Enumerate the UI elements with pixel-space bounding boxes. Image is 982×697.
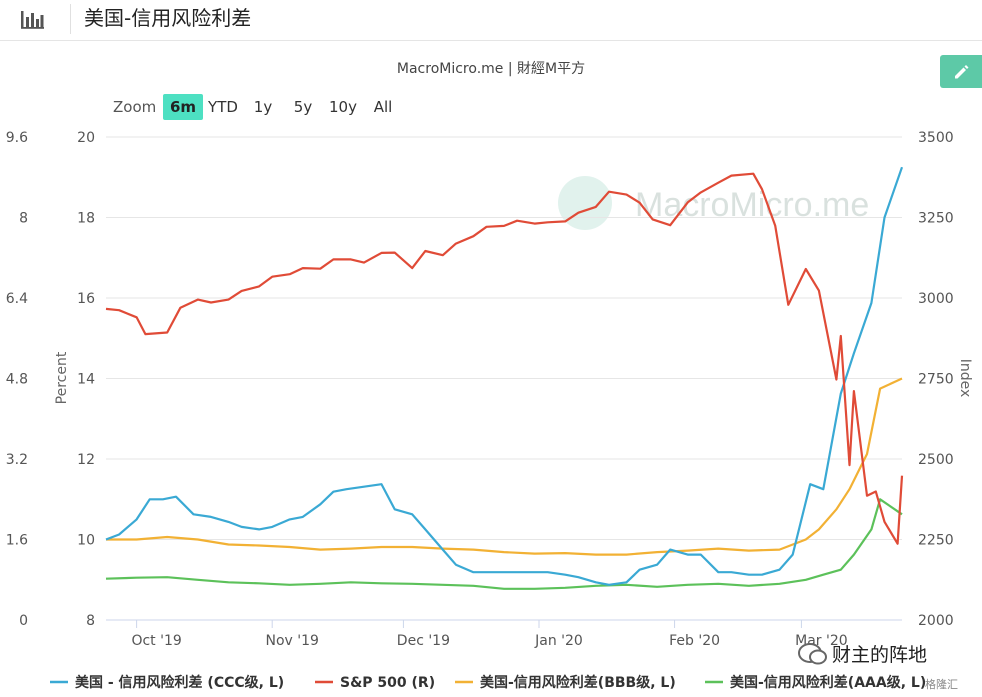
x-axis-tick-label: Dec '19	[397, 633, 450, 649]
bar-chart-icon[interactable]	[20, 8, 46, 30]
left-axis-2-tick: 14	[77, 372, 95, 388]
range-button-all[interactable]: All	[373, 98, 393, 116]
left-axis-1-tick: 9.6	[6, 130, 28, 146]
left-axis-2-tick: 20	[77, 130, 95, 146]
left-axis-1-tick: 3.2	[6, 452, 28, 468]
chart-axes: 9.6 20 3500 8 18 3250 6.4 16 3000 4.8 14 2750 3.2 12 2…	[6, 130, 973, 649]
x-axis-tick-label: Feb '20	[669, 633, 720, 649]
right-axis-tick: 3000	[918, 291, 954, 307]
chart-source: MacroMicro.me | 財經M平方	[396, 61, 586, 77]
series-line-aaa	[105, 498, 903, 590]
left-axis-2-tick: 12	[77, 452, 95, 468]
series-line-sp500	[105, 172, 904, 545]
range-button-ytd[interactable]: YTD	[208, 98, 238, 116]
legend-label-ccc: 美国 - 信用风险利差 (CCC级, L)	[75, 674, 284, 691]
wechat-account-name: 财主的阵地	[832, 644, 927, 666]
chart-series	[105, 166, 904, 590]
pencil-icon	[955, 64, 969, 78]
right-axis-tick: 3500	[918, 130, 954, 146]
left-axis-1-tick: 6.4	[6, 291, 28, 307]
legend-label-sp500: S&P 500 (R)	[340, 675, 435, 691]
left-axis-2-tick: 8	[86, 613, 95, 629]
range-button-6m[interactable]: 6m	[163, 94, 203, 120]
left-axis-1-tick: 4.8	[6, 372, 28, 388]
range-button-5y[interactable]: 5y	[293, 98, 313, 116]
left-axis-1-tick: 0	[19, 613, 28, 629]
right-axis-tick: 3250	[918, 211, 954, 227]
footer-small-text: 格隆汇	[925, 678, 958, 691]
zoom-label: Zoom	[113, 98, 157, 116]
x-axis-tick-label: Jan '20	[534, 633, 583, 649]
series-line-ccc	[105, 166, 904, 586]
range-button-10y[interactable]: 10y	[329, 98, 357, 116]
watermark-text: MacroMicro.me	[635, 186, 869, 224]
x-axis-tick-label: Oct '19	[131, 633, 181, 649]
right-axis-tick: 2250	[918, 533, 954, 549]
left-axis-2-tick: 10	[77, 533, 95, 549]
legend-label-aaa: 美国-信用风险利差(AAA级, L)	[730, 674, 926, 691]
y-axis-title-right: Index	[957, 359, 973, 398]
y-axis-title-left: Percent	[54, 351, 70, 404]
wechat-watermark: 财主的阵地	[798, 643, 927, 666]
x-axis-tick-label: Nov '19	[265, 633, 318, 649]
legend-label-bbb: 美国-信用风险利差(BBB级, L)	[480, 674, 676, 691]
right-axis-tick: 2750	[918, 372, 954, 388]
chart-legend: 美国 - 信用风险利差 (CCC级, L) S&P 500 (R) 美国-信用风险利…	[50, 674, 926, 691]
header-divider	[70, 4, 71, 34]
left-axis-2-tick: 16	[77, 291, 95, 307]
right-axis-tick: 2000	[918, 613, 954, 629]
top-bar: 美国-信用风险利差	[0, 0, 982, 41]
edit-button[interactable]	[940, 55, 982, 88]
range-button-1y[interactable]: 1y	[253, 98, 273, 116]
left-axis-1-tick: 8	[19, 211, 28, 227]
series-line-bbb	[106, 377, 903, 556]
page-title: 美国-信用风险利差	[84, 6, 252, 30]
right-axis-tick: 2500	[918, 452, 954, 468]
left-axis-2-tick: 18	[77, 211, 95, 227]
left-axis-1-tick: 1.6	[6, 533, 28, 549]
